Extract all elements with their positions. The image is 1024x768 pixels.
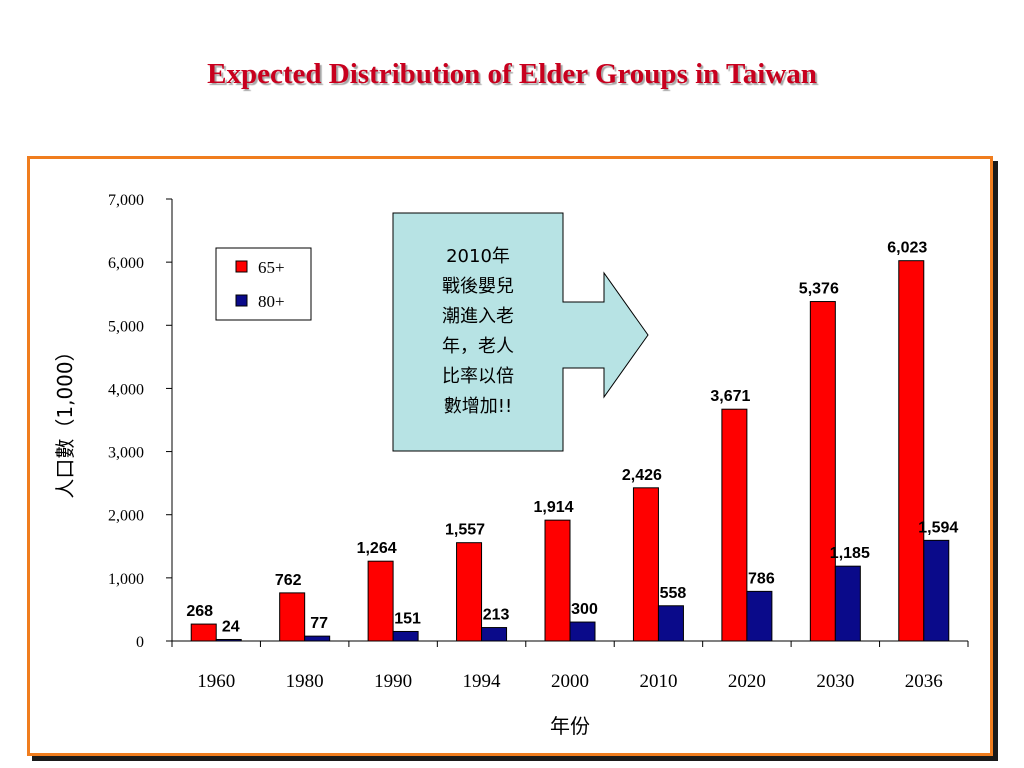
data-label-80plus: 151	[394, 610, 421, 627]
legend-label-65plus: 65+	[258, 258, 285, 277]
x-tick-label: 1960	[197, 671, 235, 692]
bar-65plus	[898, 260, 925, 642]
data-label-65plus: 762	[275, 572, 302, 589]
bar-65plus	[721, 408, 748, 642]
x-tick-label: 1990	[374, 671, 412, 692]
bar-80plus	[392, 630, 419, 642]
bar-80plus	[481, 627, 508, 642]
bar-80plus	[834, 565, 861, 642]
y-tick-label: 0	[136, 634, 144, 651]
callout-text-line: 數增加!!	[444, 396, 512, 417]
data-label-65plus: 2,426	[622, 467, 662, 484]
y-tick-label: 6,000	[108, 255, 144, 272]
data-label-80plus: 300	[571, 601, 598, 618]
x-tick-label: 2036	[905, 671, 943, 692]
x-tick-label: 2000	[551, 671, 589, 692]
callout-text-line: 2010年	[446, 246, 510, 267]
bar-65plus	[367, 560, 394, 642]
callout-text-line: 戰後嬰兒	[442, 276, 514, 297]
slide-title: Expected Distribution of Elder Groups in…	[207, 58, 817, 90]
bar-65plus	[190, 623, 217, 642]
x-tick-label: 1980	[286, 671, 324, 692]
data-label-80plus: 213	[483, 607, 510, 624]
y-tick-label: 5,000	[108, 318, 144, 335]
bar-65plus	[809, 301, 836, 642]
y-tick-label: 7,000	[108, 192, 144, 209]
bar-80plus	[569, 621, 596, 642]
callout-arrow-box	[392, 212, 649, 452]
x-tick-label: 2030	[816, 671, 854, 692]
x-tick-label: 1994	[463, 671, 502, 692]
bar-65plus	[632, 487, 659, 642]
data-label-65plus: 5,376	[799, 281, 839, 298]
callout-text-line: 比率以倍	[442, 366, 514, 387]
callout-text-line: 年，老人	[442, 336, 514, 357]
data-label-80plus: 558	[660, 585, 687, 602]
data-label-80plus: 1,185	[830, 545, 870, 562]
x-tick-label: 2010	[639, 671, 677, 692]
y-axis-title: 人口數（1,000）	[53, 341, 77, 498]
bar-80plus	[746, 590, 773, 642]
bar-80plus	[215, 638, 242, 642]
data-label-65plus: 1,557	[445, 522, 485, 539]
data-label-65plus: 6,023	[887, 240, 927, 257]
bar-80plus	[657, 605, 684, 642]
y-tick-label: 3,000	[108, 445, 144, 462]
data-label-65plus: 268	[186, 603, 213, 620]
legend-swatch-65plus	[235, 260, 248, 273]
data-label-80plus: 1,594	[918, 519, 958, 536]
legend-box	[215, 247, 312, 321]
data-label-65plus: 3,671	[710, 388, 750, 405]
legend-swatch-80plus	[235, 294, 248, 307]
bar-80plus	[923, 539, 950, 642]
x-axis-title: 年份	[550, 714, 590, 738]
data-label-80plus: 77	[310, 615, 328, 632]
data-label-65plus: 1,914	[533, 499, 573, 516]
callout-text-line: 潮進入老	[442, 306, 514, 327]
bar-65plus	[456, 542, 483, 642]
data-label-80plus: 24	[222, 618, 240, 635]
bar-80plus	[304, 635, 331, 642]
data-label-65plus: 1,264	[357, 540, 397, 557]
y-tick-label: 1,000	[108, 571, 144, 588]
x-tick-label: 2020	[728, 671, 766, 692]
y-tick-label: 4,000	[108, 381, 144, 398]
bar-65plus	[544, 519, 571, 642]
data-label-80plus: 786	[748, 570, 775, 587]
bar-65plus	[279, 592, 306, 642]
y-tick-label: 2,000	[108, 508, 144, 525]
legend-label-80plus: 80+	[258, 292, 285, 311]
